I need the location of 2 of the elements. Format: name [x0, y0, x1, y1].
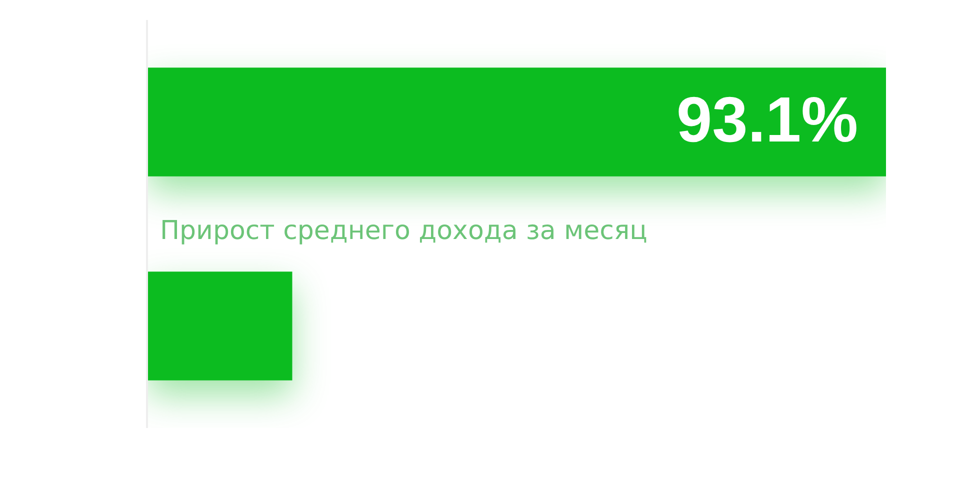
text: 93.1% [676, 84, 858, 156]
annotation: Прирост среднего дохода за месяц [160, 216, 648, 246]
